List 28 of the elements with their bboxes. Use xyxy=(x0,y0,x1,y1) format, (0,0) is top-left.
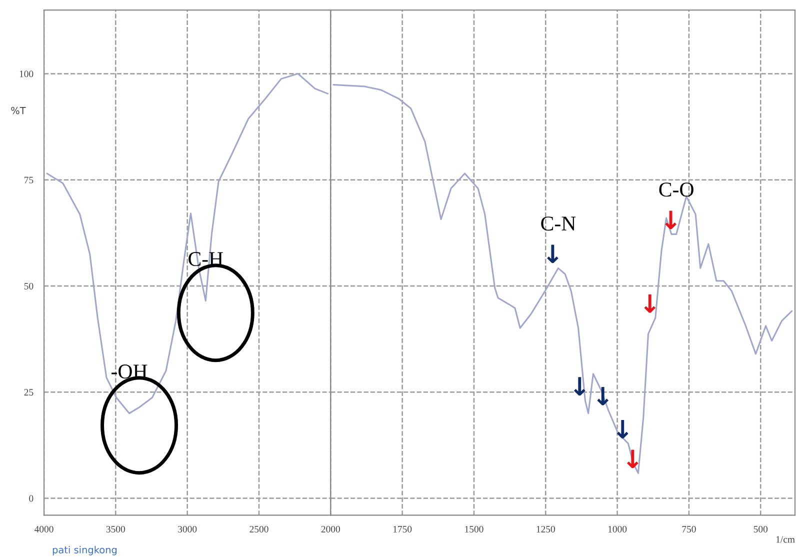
y-axis-title: %T xyxy=(11,106,26,114)
x-tick-label: 500 xyxy=(754,526,768,532)
x-tick-label: 1250 xyxy=(536,526,555,532)
annotation: ↓ xyxy=(616,420,628,438)
x-tick-label: 750 xyxy=(682,526,696,532)
x-tick-label: 1500 xyxy=(465,526,484,532)
y-tick-label: 50 xyxy=(24,282,34,290)
x-tick-label: 3500 xyxy=(106,526,126,532)
x-tick-label: 3000 xyxy=(178,526,197,532)
annotation: C-N xyxy=(541,216,576,231)
y-tick-label: 0 xyxy=(29,495,34,502)
annotation: ↓ xyxy=(627,450,638,468)
x-tick-label: 1750 xyxy=(393,526,412,532)
x-tick-label: 4000 xyxy=(34,526,54,532)
x-tick-label: 2500 xyxy=(250,526,268,532)
annotation: ↓ xyxy=(574,377,586,396)
x-tick-label: 1000 xyxy=(608,526,627,532)
x-axis-title: 1/cm xyxy=(776,536,795,543)
annotation: ↓ xyxy=(547,244,558,264)
annotation: ↓ xyxy=(665,210,676,230)
y-tick-label: 100 xyxy=(20,70,34,78)
annotation: ↓ xyxy=(597,386,609,406)
x-tick-label: 2000 xyxy=(321,526,340,532)
text: pati singkong xyxy=(52,546,117,556)
y-tick-label: 75 xyxy=(24,176,34,184)
annotation: ↓ xyxy=(644,294,656,313)
y-tick-label: 25 xyxy=(24,389,34,396)
annotation: C-O xyxy=(659,182,694,197)
